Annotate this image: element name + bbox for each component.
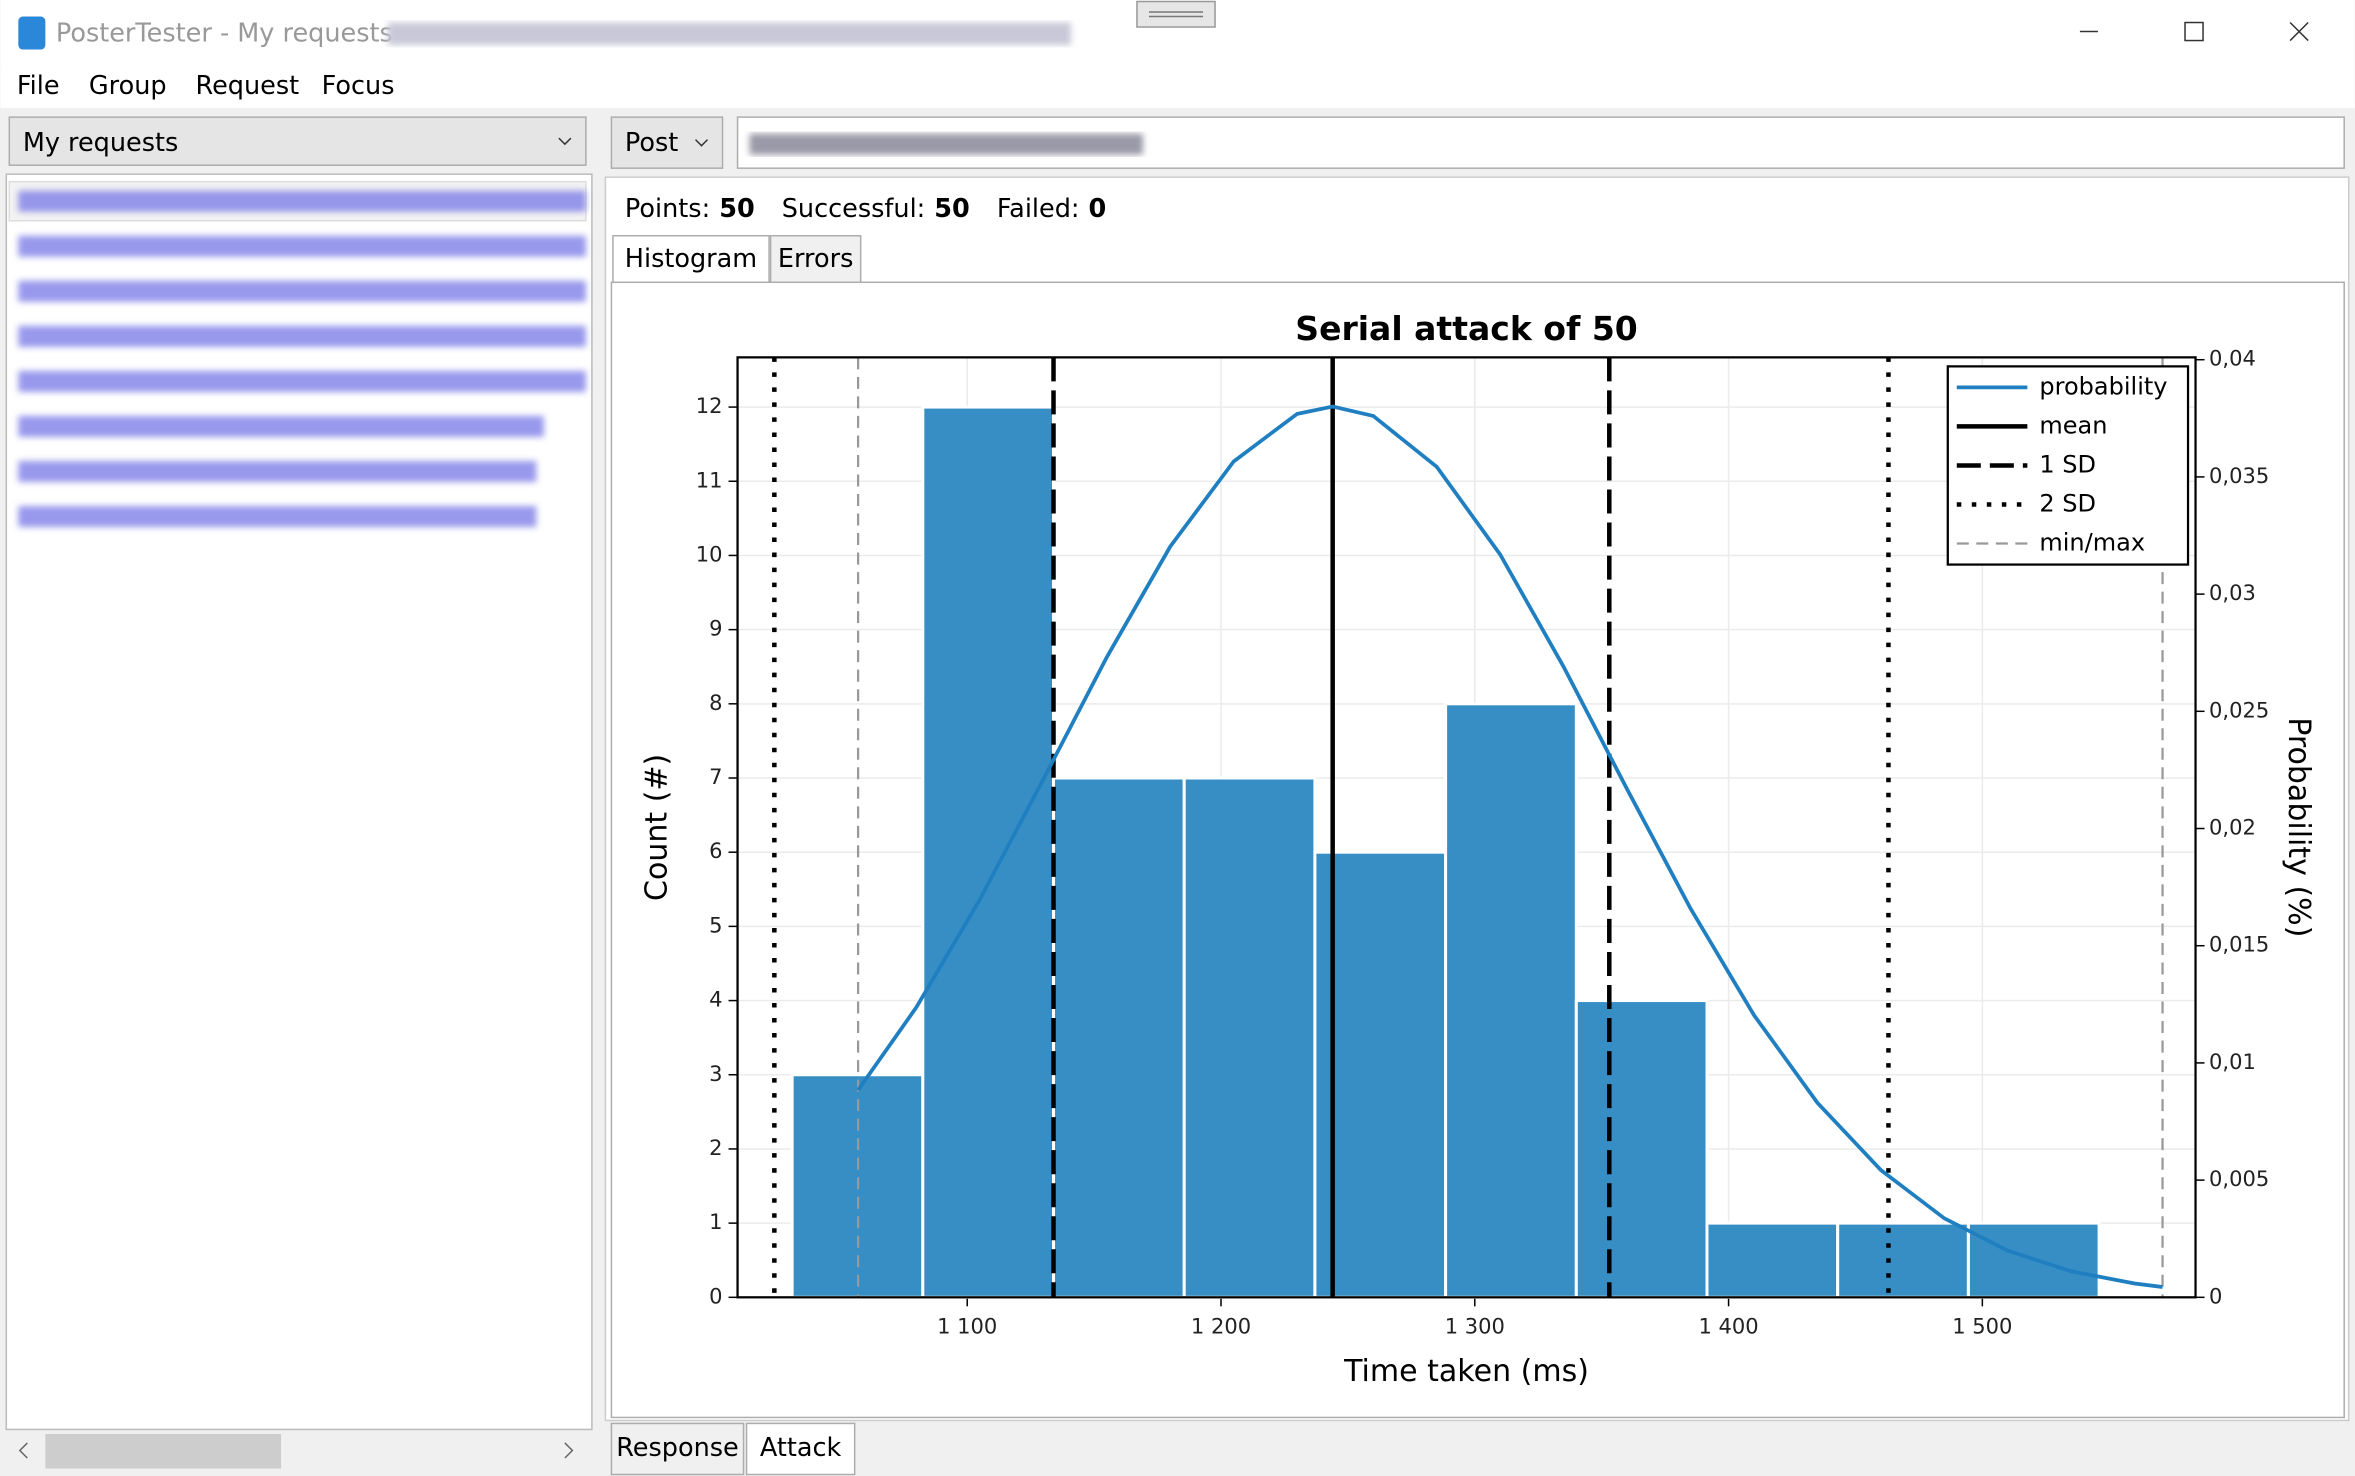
bar — [1705, 1221, 1840, 1299]
close-button[interactable] — [2289, 21, 2309, 42]
bar — [1182, 776, 1317, 1299]
x-tick-label: 1 200 — [1191, 1313, 1251, 1338]
y2-tick-label: 0,035 — [2209, 463, 2269, 488]
y2-axis-label: Probability (%) — [2281, 717, 2316, 937]
collection-combo[interactable] — [8, 116, 587, 166]
bar — [1444, 702, 1578, 1299]
y-tick-label: 7 — [709, 764, 722, 789]
legend-label: min/max — [2039, 529, 2145, 557]
y-tick-label: 12 — [696, 393, 723, 418]
probability-curve — [856, 404, 2163, 1289]
y2-tick-label: 0,005 — [2209, 1166, 2269, 1191]
y2-tick-label: 0,015 — [2209, 932, 2269, 957]
y-tick-label: 0 — [709, 1283, 722, 1308]
y2-tick-label: 0,01 — [2209, 1049, 2256, 1074]
tab-label: Response — [616, 1433, 739, 1463]
legend-label: 1 SD — [2039, 450, 2096, 478]
y-tick-label: 6 — [709, 838, 722, 863]
url-field[interactable] — [736, 116, 2345, 169]
chart-title: Serial attack of 50 — [1295, 309, 1638, 348]
bar — [1574, 999, 1709, 1299]
blurred-request[interactable] — [18, 506, 537, 528]
y-tick-label: 3 — [709, 1061, 722, 1086]
stat-value: 0 — [1089, 194, 1107, 224]
tab-label: Errors — [778, 244, 853, 274]
legend-label: mean — [2039, 411, 2107, 439]
y2-tick-label: 0 — [2209, 1283, 2222, 1308]
menu-item[interactable]: Request — [196, 71, 300, 101]
bar — [1313, 850, 1448, 1299]
blurred-request[interactable] — [18, 190, 586, 212]
blurred-request[interactable] — [18, 235, 586, 257]
collection-name: My requests — [23, 128, 179, 158]
bar — [1052, 776, 1186, 1299]
stat-label: Failed: — [997, 194, 1080, 224]
blurred-url — [749, 133, 1143, 155]
y-tick-label: 8 — [709, 690, 722, 715]
tab[interactable] — [745, 1422, 856, 1476]
chevron — [694, 139, 709, 147]
bar — [921, 405, 1056, 1299]
y-tick-label: 5 — [709, 912, 722, 937]
x-tick-label: 1 400 — [1698, 1313, 1758, 1338]
x-tick-label: 1 100 — [937, 1313, 997, 1338]
scroll-arrows[interactable] — [18, 1442, 574, 1459]
stat-value: 50 — [934, 194, 970, 224]
legend-label: probability — [2039, 372, 2167, 400]
window-title: PosterTester - My requests - — [56, 19, 410, 49]
stat-label: Successful: — [782, 194, 926, 224]
stat-label: Points: — [625, 194, 710, 224]
tab-label: Attack — [760, 1433, 842, 1463]
blurred-request[interactable] — [18, 460, 537, 482]
menu-item[interactable]: File — [17, 71, 60, 101]
bar — [1836, 1221, 1970, 1299]
y-axis-label: Count (#) — [639, 754, 674, 901]
drag-handle[interactable] — [1136, 0, 1216, 28]
x-tick-label: 1 300 — [1445, 1313, 1505, 1338]
tab-label: Histogram — [625, 244, 757, 274]
menu-item[interactable]: Focus — [322, 71, 395, 101]
scroll-thumb[interactable] — [45, 1433, 282, 1469]
y2-tick-label: 0,04 — [2209, 346, 2256, 371]
y-tick-label: 2 — [709, 1135, 722, 1160]
tab[interactable] — [769, 234, 862, 285]
app-icon — [18, 16, 46, 50]
x-axis-label: Time taken (ms) — [1343, 1354, 1589, 1389]
y-tick-label: 11 — [696, 467, 723, 492]
legend-box — [1946, 365, 2190, 566]
y2-tick-label: 0,025 — [2209, 697, 2269, 722]
blurred-title — [387, 22, 1071, 46]
y2-tick-label: 0,02 — [2209, 815, 2256, 840]
menu-item[interactable]: Group — [89, 71, 167, 101]
y2-tick-label: 0,03 — [2209, 580, 2256, 605]
tab[interactable] — [612, 234, 770, 285]
y-tick-label: 9 — [709, 616, 722, 641]
chevron — [558, 137, 572, 146]
legend-label: 2 SD — [2039, 490, 2096, 518]
blurred-request[interactable] — [18, 325, 586, 347]
stat-value: 50 — [719, 194, 755, 224]
blurred-request[interactable] — [18, 415, 544, 437]
maximize-button[interactable] — [2184, 21, 2204, 42]
blurred-request[interactable] — [18, 370, 586, 392]
y-tick-label: 4 — [709, 987, 722, 1012]
y-tick-label: 10 — [696, 541, 723, 566]
method: Post — [625, 128, 678, 158]
x-tick-label: 1 500 — [1952, 1313, 2012, 1338]
y-tick-label: 1 — [709, 1209, 722, 1234]
menu-bar — [0, 66, 2355, 109]
plot-frame — [736, 356, 2197, 1299]
tab[interactable] — [610, 1422, 745, 1476]
blurred-request[interactable] — [18, 280, 586, 302]
request-list — [5, 173, 593, 1431]
